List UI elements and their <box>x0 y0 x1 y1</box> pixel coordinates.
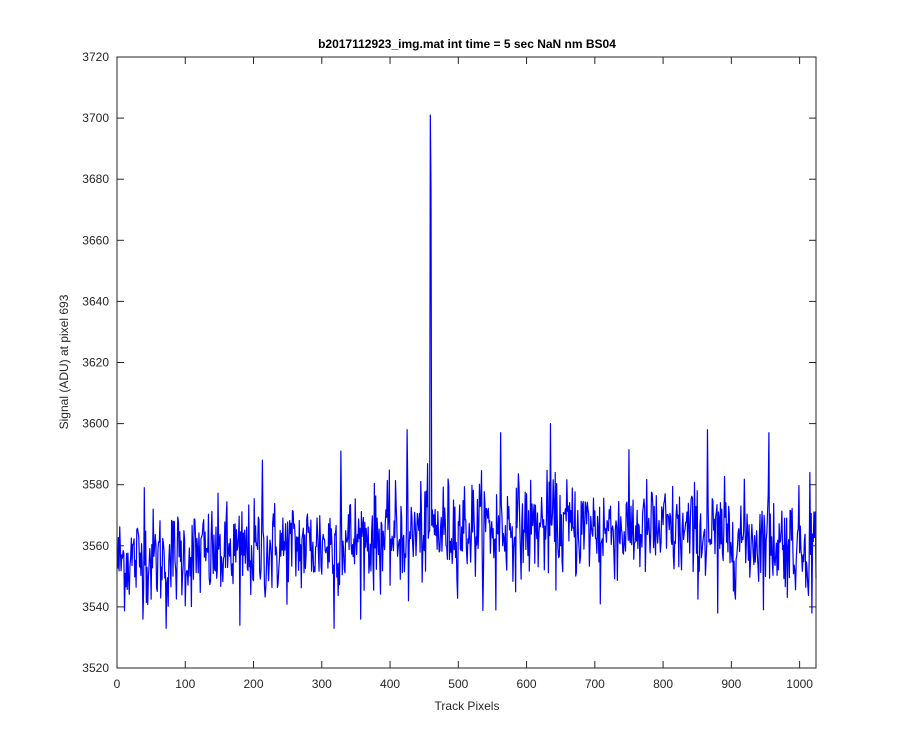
y-tick-label: 3580 <box>82 478 109 492</box>
x-tick-label: 1000 <box>786 677 813 691</box>
y-axis-label: Signal (ADU) at pixel 693 <box>57 294 71 429</box>
y-tick-label: 3620 <box>82 356 109 370</box>
x-tick-label: 900 <box>721 677 741 691</box>
series-line <box>117 114 817 629</box>
series-layer <box>117 114 817 629</box>
y-tick-label: 3680 <box>82 172 109 186</box>
chart-title: b2017112923_img.mat int time = 5 sec NaN… <box>318 37 616 51</box>
x-axis-label: Track Pixels <box>435 699 500 713</box>
x-axis: 0 100 200 300 400 500 600 700 800 900 1000 <box>114 57 813 691</box>
x-tick-label: 600 <box>517 677 537 691</box>
x-tick-label: 500 <box>448 677 468 691</box>
plot-area <box>116 56 817 669</box>
x-tick-label: 400 <box>380 677 400 691</box>
y-tick-label: 3560 <box>82 539 109 553</box>
y-tick-label: 3600 <box>82 417 109 431</box>
y-tick-label: 3720 <box>82 50 109 64</box>
y-tick-label: 3660 <box>82 233 109 247</box>
y-axis: 3520 3540 3560 3580 3600 3620 3640 3660 3680 3700… <box>82 50 816 675</box>
x-tick-label: 0 <box>114 677 121 691</box>
y-tick-label: 3640 <box>82 294 109 308</box>
y-tick-label: 3700 <box>82 111 109 125</box>
x-tick-label: 700 <box>585 677 605 691</box>
axes-background <box>117 57 816 668</box>
y-tick-label: 3520 <box>82 661 109 675</box>
x-tick-label: 100 <box>175 677 195 691</box>
x-tick-label: 200 <box>244 677 264 691</box>
y-tick-label: 3540 <box>82 600 109 614</box>
x-tick-label: 800 <box>653 677 673 691</box>
x-tick-label: 300 <box>312 677 332 691</box>
